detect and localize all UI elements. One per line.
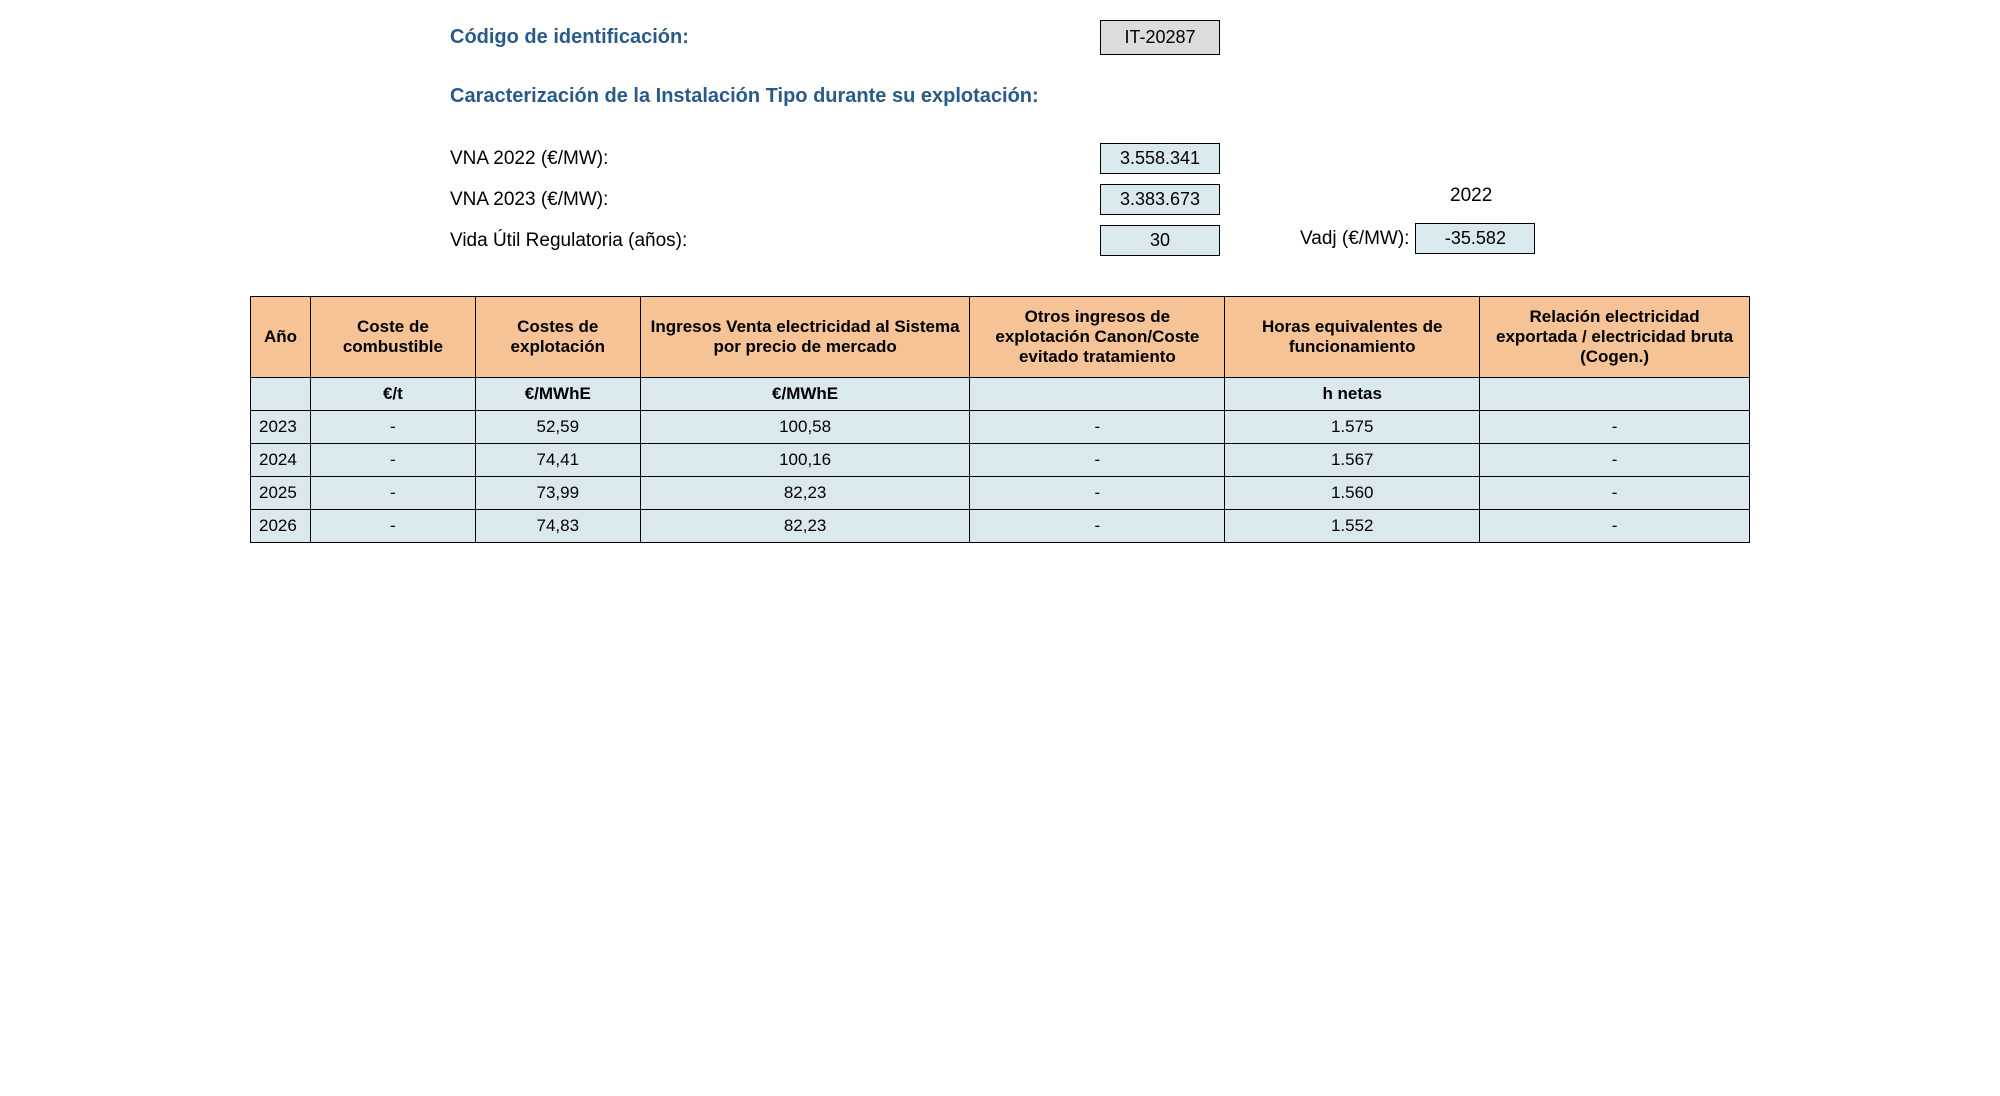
unit-income: €/MWhE (640, 378, 970, 411)
cell-year: 2024 (251, 444, 311, 477)
life-value: 30 (1100, 225, 1220, 256)
cell-hours: 1.567 (1225, 444, 1480, 477)
side-year-label: 2022 (1450, 185, 1492, 207)
cell-opex: 74,83 (475, 510, 640, 543)
cell-year: 2025 (251, 477, 311, 510)
vna2022-row: VNA 2022 (€/MW): 3.558.341 (450, 143, 1750, 174)
identification-row: Código de identificación: IT-20287 (450, 20, 1750, 55)
cell-fuel: - (310, 444, 475, 477)
cell-year: 2026 (251, 510, 311, 543)
cell-opex: 73,99 (475, 477, 640, 510)
vna2022-value: 3.558.341 (1100, 143, 1220, 174)
cell-fuel: - (310, 477, 475, 510)
th-income: Ingresos Venta electricidad al Sistema p… (640, 297, 970, 378)
th-fuel: Coste de combustible (310, 297, 475, 378)
table-row: 2024-74,41100,16-1.567- (251, 444, 1750, 477)
unit-year (251, 378, 311, 411)
table-row: 2023-52,59100,58-1.575- (251, 411, 1750, 444)
cell-income: 82,23 (640, 510, 970, 543)
cell-other: - (970, 411, 1225, 444)
header-row: Año Coste de combustible Costes de explo… (251, 297, 1750, 378)
th-ratio: Relación electricidad exportada / electr… (1480, 297, 1750, 378)
life-row: Vida Útil Regulatoria (años): 30 (450, 225, 1750, 256)
cell-fuel: - (310, 510, 475, 543)
cell-ratio: - (1480, 477, 1750, 510)
table-row: 2025-73,9982,23-1.560- (251, 477, 1750, 510)
cell-other: - (970, 510, 1225, 543)
vadj-value: -35.582 (1415, 223, 1535, 254)
section-subtitle: Caracterización de la Instalación Tipo d… (450, 85, 1750, 108)
unit-ratio (1480, 378, 1750, 411)
cell-income: 100,58 (640, 411, 970, 444)
life-label: Vida Útil Regulatoria (años): (450, 230, 1100, 252)
id-label: Código de identificación: (450, 26, 1100, 49)
th-opex: Costes de explotación (475, 297, 640, 378)
th-other: Otros ingresos de explotación Canon/Cost… (970, 297, 1225, 378)
cell-other: - (970, 444, 1225, 477)
cell-hours: 1.575 (1225, 411, 1480, 444)
cell-income: 100,16 (640, 444, 970, 477)
cell-year: 2023 (251, 411, 311, 444)
vadj-label: Vadj (€/MW): (1300, 228, 1409, 250)
table-row: 2026-74,8382,23-1.552- (251, 510, 1750, 543)
cell-income: 82,23 (640, 477, 970, 510)
cell-ratio: - (1480, 510, 1750, 543)
unit-other (970, 378, 1225, 411)
cell-ratio: - (1480, 444, 1750, 477)
vna2023-label: VNA 2023 (€/MW): (450, 189, 1100, 211)
vadj-group: Vadj (€/MW): -35.582 (1300, 223, 1535, 254)
cell-opex: 52,59 (475, 411, 640, 444)
id-value-box: IT-20287 (1100, 20, 1220, 55)
cell-hours: 1.552 (1225, 510, 1480, 543)
cell-ratio: - (1480, 411, 1750, 444)
data-table: Año Coste de combustible Costes de explo… (250, 296, 1750, 543)
vna2023-row: VNA 2023 (€/MW): 3.383.673 (450, 184, 1750, 215)
vna2022-label: VNA 2022 (€/MW): (450, 148, 1100, 170)
units-row: €/t €/MWhE €/MWhE h netas (251, 378, 1750, 411)
cell-hours: 1.560 (1225, 477, 1480, 510)
vna2023-value: 3.383.673 (1100, 184, 1220, 215)
cell-opex: 74,41 (475, 444, 640, 477)
unit-fuel: €/t (310, 378, 475, 411)
cell-other: - (970, 477, 1225, 510)
th-hours: Horas equivalentes de funcionamiento (1225, 297, 1480, 378)
th-year: Año (251, 297, 311, 378)
unit-opex: €/MWhE (475, 378, 640, 411)
cell-fuel: - (310, 411, 475, 444)
unit-hours: h netas (1225, 378, 1480, 411)
parameters-area: VNA 2022 (€/MW): 3.558.341 VNA 2023 (€/M… (450, 143, 1750, 256)
